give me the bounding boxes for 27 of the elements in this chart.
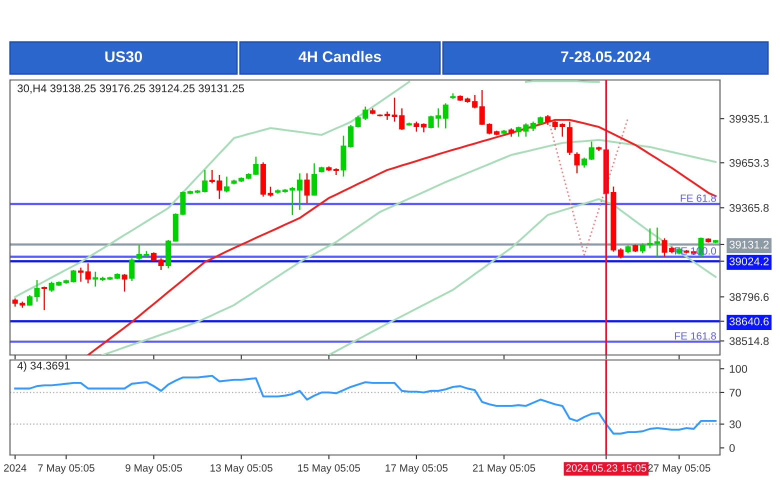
x-tick-label: 21 May 05:05 bbox=[472, 464, 536, 474]
x-tick-label: 9 May 05:05 bbox=[126, 464, 182, 474]
y-tick-label: 39024.2 bbox=[729, 257, 769, 266]
text: 7-28.05.2024 bbox=[561, 51, 650, 62]
y-tick-label: 39935.1 bbox=[729, 114, 769, 123]
y-tick-label: 100 bbox=[730, 364, 748, 373]
y-tick-label: 39365.8 bbox=[729, 204, 769, 212]
y-tick-label: 70 bbox=[730, 388, 741, 397]
x-tick-label: 13 May 05:05 bbox=[210, 464, 272, 474]
y-tick-label: 0 bbox=[729, 444, 735, 452]
y-tick-label: 38514.8 bbox=[729, 337, 769, 346]
chart-title: US30 bbox=[105, 51, 142, 62]
x-tick-label: 7 May 05:05 bbox=[38, 464, 94, 474]
y-tick-label: 38796.6 bbox=[729, 293, 769, 301]
y-tick-label: 39653.3 bbox=[729, 159, 769, 167]
ref-line-label: FE 61.8 bbox=[680, 194, 716, 202]
x-tick-label: 2024.05.23 15:05 bbox=[566, 464, 646, 472]
annotation: 30,H4 39138.25 39176.25 39124.25 39131.25 bbox=[18, 84, 244, 94]
y-tick-label: 38640.6 bbox=[729, 318, 769, 326]
ref-line-label: FE 161.8 bbox=[675, 332, 716, 340]
y-tick-label: 30 bbox=[729, 420, 741, 428]
chart-subtitle: 4H Candles bbox=[298, 50, 381, 62]
annotation: 4) 34.3691 bbox=[17, 361, 70, 372]
y-tick-label: 39131.2 bbox=[729, 240, 769, 249]
x-tick-label: 2024 bbox=[4, 464, 26, 472]
x-tick-label: 15 May 05:05 bbox=[298, 464, 360, 474]
x-tick-label: 17 May 05:05 bbox=[386, 464, 448, 474]
